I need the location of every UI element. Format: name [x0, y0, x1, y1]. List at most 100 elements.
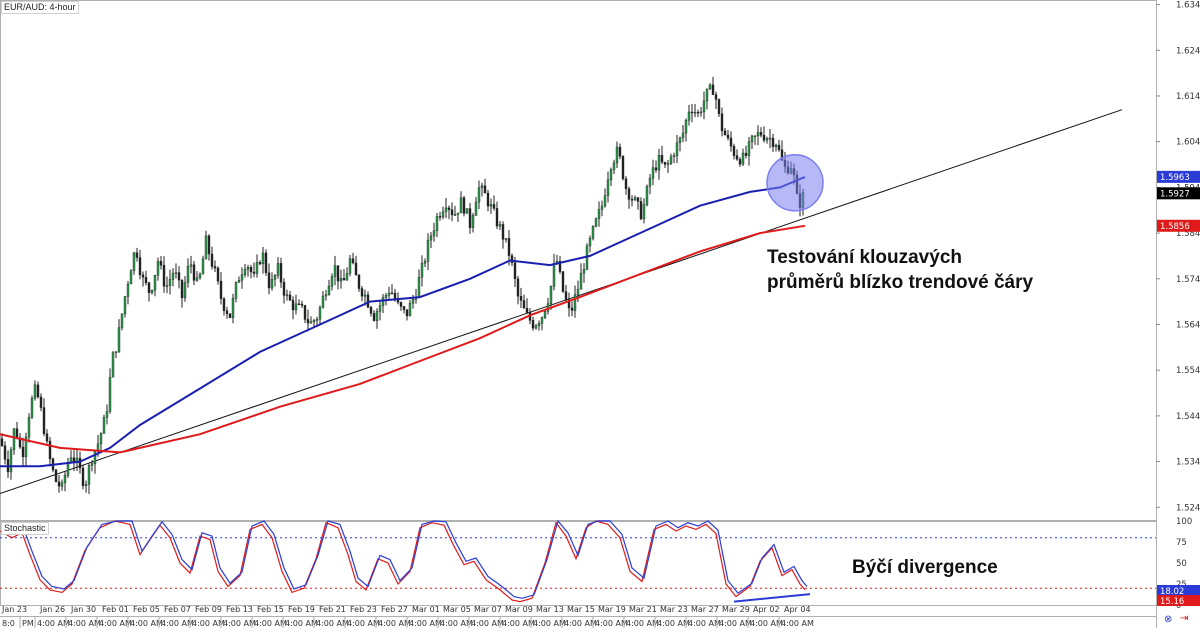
- candle-down: [177, 272, 181, 281]
- candle-down: [207, 235, 211, 255]
- candle-up: [234, 282, 238, 299]
- candle-up: [237, 280, 241, 283]
- candle-up: [633, 197, 637, 200]
- candle-down: [447, 207, 451, 210]
- candle-down: [258, 262, 262, 265]
- time-label: 4:00 AM: [533, 619, 566, 628]
- stochastic-label: Stochastic: [1, 522, 49, 535]
- candle-up: [309, 321, 313, 324]
- price-tick-label: 1.6340: [1176, 1, 1200, 11]
- candle-down: [36, 384, 40, 398]
- candle-up: [741, 152, 745, 165]
- candle-up: [588, 238, 592, 247]
- candle-up: [345, 273, 349, 281]
- candle-down: [144, 277, 148, 283]
- candle-down: [564, 291, 568, 300]
- candle-down: [714, 94, 718, 100]
- candle-up: [24, 436, 28, 458]
- date-label: Jan 26: [39, 605, 65, 614]
- candle-down: [723, 130, 727, 136]
- date-label: Feb 19: [288, 605, 315, 614]
- candle-down: [162, 265, 166, 287]
- time-label: 4:00 AM: [657, 619, 690, 628]
- price-tick-label: 1.6240: [1176, 46, 1200, 56]
- candle-down: [48, 440, 52, 460]
- candle-up: [87, 465, 91, 485]
- candle-up: [333, 265, 337, 277]
- price-pane-frame: [0, 0, 1157, 521]
- candle-up: [411, 299, 415, 304]
- candle-up: [600, 205, 604, 210]
- date-label: Apr 02: [753, 605, 780, 614]
- candle-down: [720, 113, 724, 132]
- arrow-icon[interactable]: ⇥: [1180, 613, 1189, 624]
- candle-down: [624, 178, 628, 189]
- candle-down: [141, 274, 145, 278]
- candle-up: [129, 270, 133, 285]
- candle-down: [627, 188, 631, 200]
- candle-down: [654, 167, 658, 171]
- candle-up: [426, 239, 430, 262]
- candle-up: [66, 462, 70, 476]
- candle-up: [552, 263, 556, 287]
- candle-up: [768, 137, 772, 140]
- candle-down: [570, 307, 574, 311]
- candle-down: [288, 294, 292, 301]
- candle-down: [192, 264, 196, 281]
- candle-down: [147, 282, 151, 293]
- candle-down: [510, 255, 514, 263]
- candle-up: [255, 262, 259, 274]
- candle-down: [180, 279, 184, 299]
- price-tick-label: 1.5540: [1176, 366, 1200, 376]
- time-label: 4:00 AM: [130, 619, 163, 628]
- candle-up: [756, 132, 760, 137]
- candle-up: [684, 119, 688, 134]
- time-label: 4:00 AM: [688, 619, 721, 628]
- candle-up: [693, 111, 697, 114]
- candle-up: [348, 258, 352, 274]
- candle-up: [471, 215, 475, 228]
- candle-up: [669, 156, 673, 164]
- candle-down: [495, 208, 499, 227]
- candle-down: [735, 155, 739, 160]
- date-label: Feb 13: [226, 605, 253, 614]
- candle-up: [156, 261, 160, 276]
- candle-down: [42, 407, 46, 435]
- candle-up: [387, 292, 391, 296]
- candle-up: [108, 376, 112, 412]
- candle-down: [558, 261, 562, 272]
- candle-down: [249, 266, 253, 273]
- candle-down: [216, 267, 220, 282]
- candle-up: [186, 266, 190, 283]
- time-label: 8:0: [2, 619, 15, 628]
- candle-down: [744, 152, 748, 156]
- candle-up: [378, 305, 382, 312]
- candle-down: [519, 296, 523, 301]
- time-label: 4:00 AM: [161, 619, 194, 628]
- candle-up: [489, 204, 493, 207]
- candle-down: [360, 288, 364, 297]
- candle-up: [93, 450, 97, 464]
- candle-up: [582, 269, 586, 274]
- candle-up: [63, 475, 67, 483]
- candle-up: [27, 417, 31, 438]
- price-tick-label: 1.5440: [1176, 412, 1200, 422]
- candle-up: [126, 283, 130, 297]
- candle-up: [114, 351, 118, 353]
- stochastic-tick-label: 75: [1176, 538, 1187, 548]
- candle-down: [267, 272, 271, 289]
- candle-up: [444, 207, 448, 213]
- candle-down: [450, 209, 454, 216]
- candle-down: [342, 278, 346, 281]
- candle-up: [543, 311, 547, 318]
- link-icon[interactable]: ⊗: [1164, 614, 1173, 625]
- candle-up: [423, 261, 427, 264]
- candle-down: [483, 185, 487, 194]
- date-label: Mar 27: [691, 605, 719, 614]
- candle-up: [12, 428, 16, 450]
- highlight-circle: [766, 154, 824, 212]
- candle-down: [282, 281, 286, 296]
- date-label: Jan 23: [1, 605, 27, 614]
- price-badge: [1157, 219, 1200, 232]
- candle-up: [459, 197, 463, 214]
